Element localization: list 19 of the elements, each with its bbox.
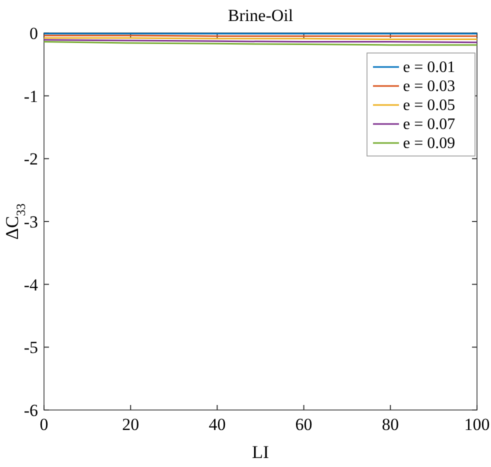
chart-title: Brine-Oil	[228, 6, 294, 25]
x-tick-label: 40	[208, 415, 226, 434]
y-tick-label: -2	[24, 150, 38, 169]
legend-label: e = 0.01	[403, 59, 456, 76]
x-tick-label: 80	[382, 415, 399, 434]
legend-label: e = 0.03	[403, 78, 456, 95]
x-tick-label: 60	[295, 415, 312, 434]
y-tick-label: -3	[24, 212, 38, 232]
y-tick-label: -1	[24, 86, 38, 106]
x-axis-title: LI	[252, 442, 269, 462]
legend-label: e = 0.05	[403, 97, 456, 114]
legend-label: e = 0.09	[403, 135, 456, 152]
y-tick-label: 0	[30, 24, 38, 43]
legend-label: e = 0.07	[403, 116, 456, 133]
x-tick-label: 20	[122, 415, 140, 434]
x-tick-label: 100	[464, 415, 490, 434]
y-tick-label: -6	[24, 401, 38, 420]
y-tick-label: -5	[24, 338, 38, 358]
y-tick-label: -4	[24, 275, 38, 294]
